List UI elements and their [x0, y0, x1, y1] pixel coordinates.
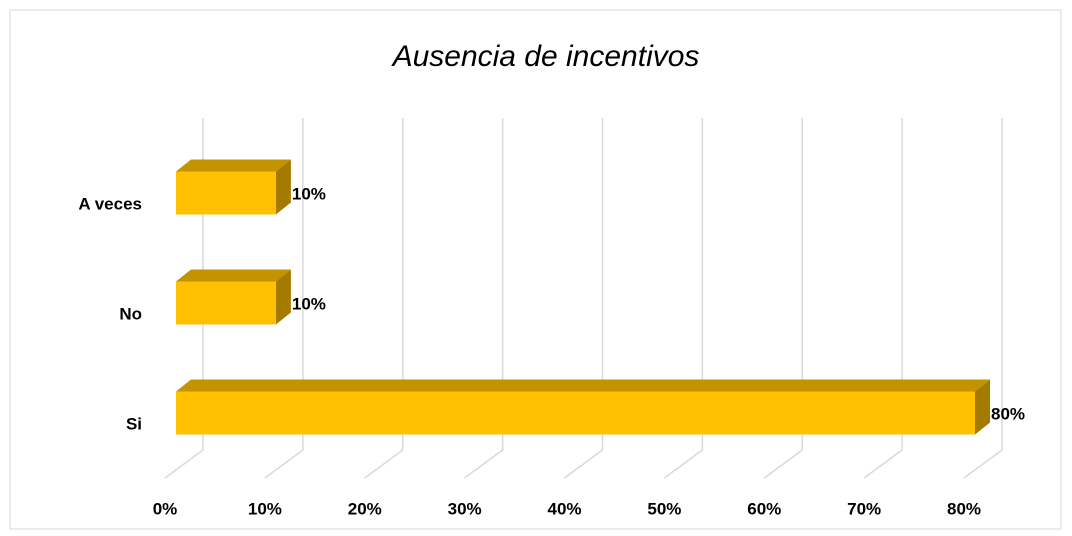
x-tick-label: 10%: [248, 499, 282, 518]
bar-side: [975, 379, 990, 435]
bar-top: [176, 269, 291, 282]
y-tick-label: A veces: [78, 194, 142, 213]
y-tick-label: No: [119, 304, 142, 323]
data-label: 10%: [292, 184, 326, 203]
grid-line: [963, 118, 1003, 479]
data-label: 80%: [991, 404, 1025, 423]
bar: [176, 391, 975, 435]
x-tick-label: 70%: [847, 499, 881, 518]
data-label: 10%: [292, 294, 326, 313]
bar-top: [176, 159, 291, 172]
bar-side: [275, 159, 291, 215]
bar: [176, 171, 276, 215]
chart-border: [9, 9, 1062, 530]
x-tick-label: 60%: [747, 499, 781, 518]
grid-line: [164, 118, 204, 479]
x-tick-label: 40%: [547, 499, 581, 518]
y-tick-label: Si: [126, 414, 142, 433]
x-tick-label: 0%: [153, 499, 178, 518]
grid-line: [663, 118, 704, 479]
grid-line: [564, 118, 604, 479]
grid-line: [364, 118, 404, 479]
bar-top: [176, 379, 990, 392]
x-tick-label: 20%: [348, 499, 382, 518]
x-tick-label: 50%: [647, 499, 681, 518]
grid-line: [863, 118, 903, 479]
bar: [176, 281, 276, 325]
grid-line: [464, 118, 504, 479]
grid-line: [264, 118, 304, 479]
grid-line: [763, 118, 803, 479]
x-tick-label: 80%: [947, 499, 981, 518]
bar-side: [275, 269, 291, 325]
x-tick-label: 30%: [448, 499, 482, 518]
chart-title: Ausencia de incentivos: [391, 40, 700, 73]
